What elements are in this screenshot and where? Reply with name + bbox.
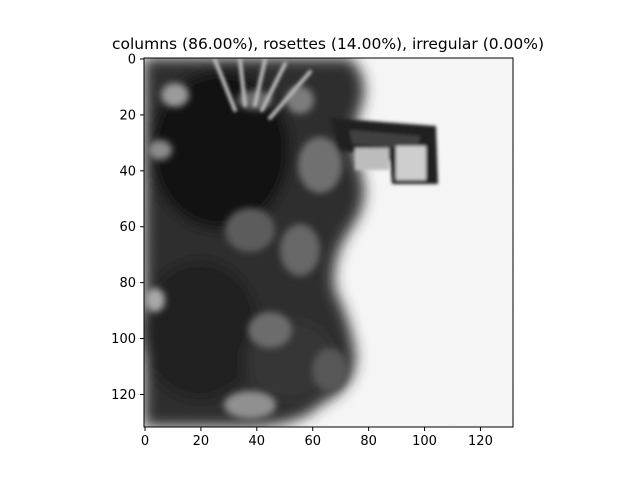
- x-tick-label: 40: [249, 434, 266, 449]
- particle-image: [140, 58, 513, 427]
- x-tick-label: 0: [141, 434, 149, 449]
- x-tick-label: 20: [193, 434, 210, 449]
- y-tick-label: 0: [128, 53, 136, 68]
- y-tick-label: 20: [119, 108, 136, 123]
- image-grain: [144, 58, 513, 427]
- y-tick-label: 100: [111, 332, 136, 347]
- x-tick-label: 100: [412, 434, 437, 449]
- figure-title: columns (86.00%), rosettes (14.00%), irr…: [112, 35, 544, 53]
- y-tick-label: 120: [111, 388, 136, 403]
- y-axis: 0 20 40 60 80 100 120: [111, 53, 144, 403]
- y-tick-label: 40: [119, 164, 136, 179]
- y-tick-label: 60: [119, 220, 136, 235]
- x-tick-label: 60: [304, 434, 321, 449]
- x-tick-label: 120: [468, 434, 493, 449]
- y-tick-label: 80: [119, 276, 136, 291]
- x-axis: 0 20 40 60 80 100 120: [141, 427, 493, 449]
- x-tick-label: 80: [360, 434, 377, 449]
